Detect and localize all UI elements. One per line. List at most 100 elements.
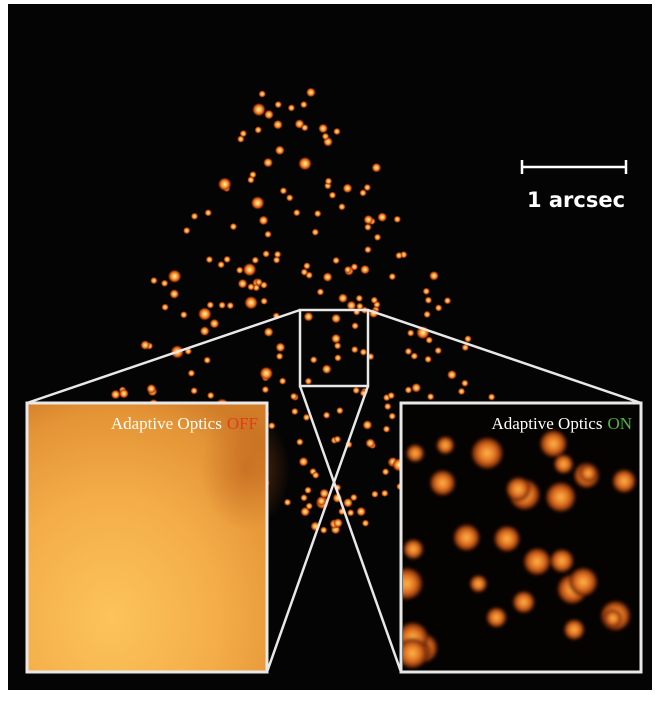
star bbox=[331, 313, 342, 324]
star bbox=[217, 260, 225, 269]
zoom-box bbox=[298, 308, 370, 388]
star bbox=[362, 420, 373, 430]
star bbox=[443, 296, 452, 305]
star bbox=[197, 307, 212, 321]
star bbox=[275, 342, 286, 353]
star bbox=[457, 387, 466, 396]
star bbox=[387, 391, 396, 400]
star bbox=[259, 366, 274, 381]
blob bbox=[429, 469, 456, 497]
star bbox=[235, 266, 244, 275]
star bbox=[203, 356, 211, 365]
star bbox=[283, 498, 292, 507]
star bbox=[272, 119, 283, 130]
panel-title: Adaptive Optics bbox=[491, 414, 602, 433]
star bbox=[360, 264, 370, 275]
star bbox=[161, 303, 169, 312]
star bbox=[487, 393, 496, 401]
star bbox=[364, 245, 372, 254]
panel-label: Adaptive Optics OFF bbox=[111, 414, 258, 433]
star bbox=[424, 355, 432, 364]
star bbox=[343, 497, 353, 508]
star bbox=[274, 145, 285, 156]
star bbox=[342, 183, 353, 194]
panel-off: Adaptive Optics OFF bbox=[25, 401, 290, 674]
star bbox=[331, 333, 341, 344]
blob bbox=[405, 444, 425, 463]
star bbox=[305, 87, 316, 98]
blob bbox=[469, 574, 488, 593]
star bbox=[333, 518, 343, 528]
star bbox=[250, 195, 265, 210]
star bbox=[298, 156, 312, 171]
star bbox=[279, 187, 288, 195]
star bbox=[300, 268, 309, 276]
star bbox=[356, 302, 364, 311]
star bbox=[316, 288, 325, 296]
star bbox=[322, 272, 333, 283]
star bbox=[381, 489, 389, 498]
star bbox=[254, 126, 262, 134]
star bbox=[359, 189, 367, 197]
star bbox=[160, 279, 169, 288]
star bbox=[287, 104, 296, 112]
connector bbox=[367, 308, 642, 405]
blob bbox=[486, 607, 507, 628]
star bbox=[334, 354, 342, 362]
star bbox=[304, 377, 313, 386]
star bbox=[319, 526, 328, 534]
star bbox=[336, 406, 344, 415]
blob bbox=[553, 454, 574, 475]
star bbox=[313, 209, 322, 218]
blob bbox=[539, 429, 568, 458]
scale-label: 1 arcsec bbox=[527, 188, 625, 212]
connector bbox=[26, 308, 301, 405]
star bbox=[237, 135, 245, 143]
star bbox=[363, 183, 372, 192]
star bbox=[180, 311, 188, 319]
star bbox=[218, 301, 226, 310]
star bbox=[350, 263, 359, 271]
star bbox=[273, 250, 282, 259]
star bbox=[333, 435, 342, 444]
star bbox=[361, 519, 370, 527]
star bbox=[206, 301, 215, 309]
star bbox=[434, 304, 443, 312]
star bbox=[274, 100, 283, 109]
connector bbox=[298, 385, 403, 673]
star bbox=[258, 215, 269, 226]
star bbox=[395, 251, 403, 260]
star bbox=[169, 289, 180, 299]
blob bbox=[505, 476, 531, 502]
star bbox=[381, 468, 390, 476]
star bbox=[319, 488, 330, 499]
blob bbox=[603, 609, 623, 628]
star bbox=[404, 386, 413, 394]
star bbox=[346, 509, 355, 517]
star bbox=[350, 493, 358, 502]
star bbox=[187, 369, 196, 378]
star bbox=[370, 296, 379, 305]
star bbox=[150, 276, 158, 285]
panel-label: Adaptive Optics ON bbox=[491, 414, 632, 433]
star bbox=[167, 269, 182, 284]
star bbox=[373, 233, 382, 242]
panel-on: Adaptive Optics ON bbox=[399, 401, 643, 674]
scale-bar bbox=[520, 160, 628, 174]
star bbox=[434, 346, 443, 355]
star bbox=[324, 177, 333, 185]
star bbox=[318, 123, 329, 134]
star bbox=[350, 345, 359, 354]
star bbox=[300, 100, 308, 109]
star bbox=[305, 502, 314, 510]
star bbox=[316, 496, 327, 507]
star bbox=[140, 340, 151, 351]
star bbox=[426, 392, 435, 401]
star bbox=[411, 382, 422, 393]
star bbox=[242, 262, 257, 277]
panel-title: Adaptive Optics bbox=[111, 414, 222, 433]
blob bbox=[549, 548, 575, 574]
star bbox=[263, 109, 274, 120]
star bbox=[352, 386, 361, 395]
